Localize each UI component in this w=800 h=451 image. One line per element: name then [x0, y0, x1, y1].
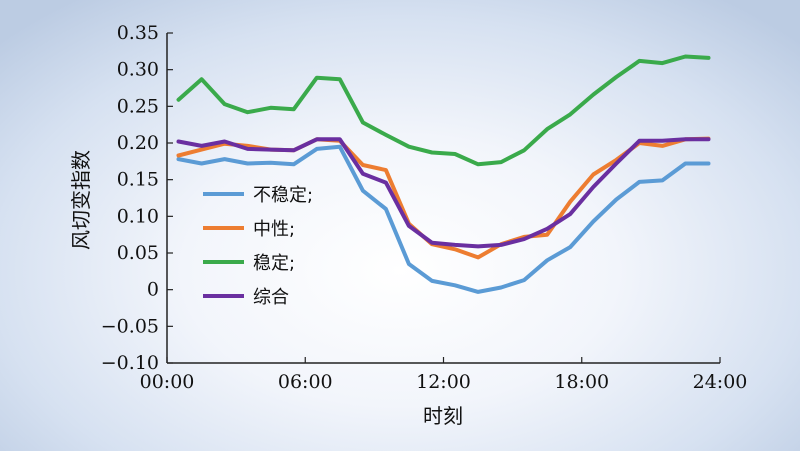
y-tick-label: −0.05	[101, 315, 159, 337]
x-tick-label: 06:00	[278, 371, 333, 393]
y-tick-label: 0.15	[117, 169, 159, 191]
legend-label-4: 综合	[253, 287, 289, 308]
series-lines	[176, 54, 711, 294]
legend-label-2: 中性;	[253, 219, 295, 240]
x-axis-title: 时刻	[423, 404, 463, 428]
y-tick-label: 0.35	[117, 22, 159, 44]
series-line-4	[176, 137, 711, 249]
x-tick-label: 12:00	[416, 371, 471, 393]
legend-label-3: 稳定;	[253, 253, 295, 274]
x-tick-label: 18:00	[554, 371, 609, 393]
y-tick-label: 0.05	[117, 242, 159, 264]
y-axis-title: 风切变指数	[69, 150, 93, 250]
y-tick-label: −0.10	[101, 352, 159, 374]
series-line-1	[176, 144, 711, 294]
y-tick-label: 0	[147, 279, 159, 301]
y-tick-label: 0.25	[117, 95, 159, 117]
x-tick-label: 00:00	[140, 371, 195, 393]
y-tick-label: 0.10	[117, 205, 159, 227]
legend: 不稳定; 中性; 稳定; 综合	[203, 185, 313, 308]
x-tick-label: 24:00	[693, 371, 748, 393]
axes: −0.10 −0.05 0 0.05 0.10 0.15 0.20 0.25 0.30 0.35 0…	[101, 22, 748, 393]
y-tick-label: 0.30	[117, 59, 159, 81]
series-line-3	[176, 54, 711, 167]
legend-label-1: 不稳定;	[253, 185, 313, 206]
y-tick-label: 0.20	[117, 132, 159, 154]
